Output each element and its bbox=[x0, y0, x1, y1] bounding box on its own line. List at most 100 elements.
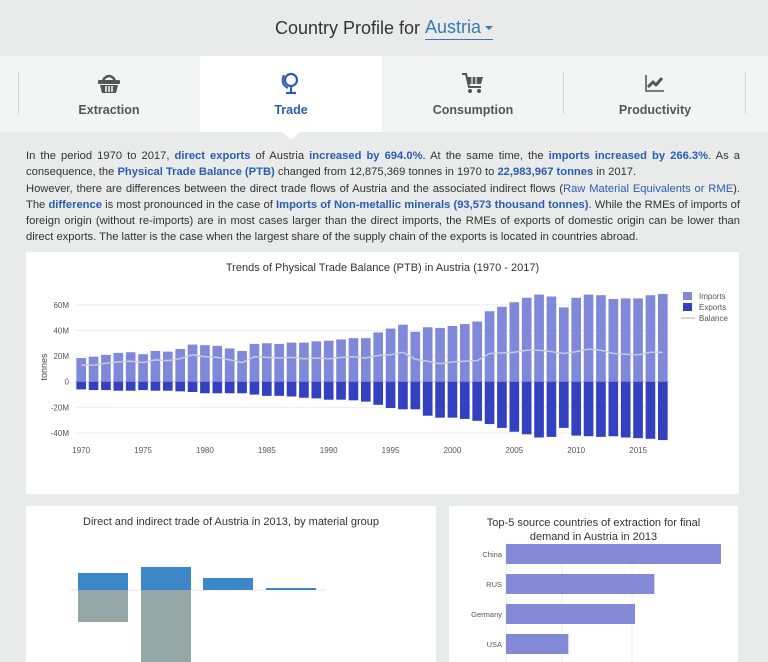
y-tick-label: -40M bbox=[51, 429, 70, 438]
tab-trade[interactable]: Trade bbox=[200, 56, 382, 132]
x-tick-label: 1985 bbox=[258, 446, 276, 455]
indirect-bar bbox=[141, 590, 191, 662]
x-tick-label: 2010 bbox=[567, 446, 585, 455]
imports-bar bbox=[360, 338, 371, 382]
imports-bar bbox=[484, 311, 495, 382]
summary-highlight: 22,983,967 tonnes bbox=[497, 166, 594, 179]
imports-bar bbox=[138, 354, 148, 382]
balance-line bbox=[81, 348, 663, 366]
imports-bar bbox=[162, 351, 173, 382]
tab-divider bbox=[18, 72, 19, 114]
imports-bar bbox=[348, 338, 359, 382]
imports-bar bbox=[583, 294, 594, 382]
exports-bar bbox=[113, 381, 124, 391]
y-tick-label: 60M bbox=[53, 301, 69, 310]
imports-bar bbox=[472, 321, 483, 382]
exports-bar bbox=[138, 381, 148, 391]
imports-bar bbox=[422, 327, 433, 382]
imports-bar bbox=[113, 352, 124, 382]
exports-bar bbox=[299, 381, 309, 398]
imports-bar bbox=[212, 345, 223, 382]
tab-divider bbox=[563, 72, 564, 114]
chart-title: Direct and indirect trade of Austria in … bbox=[83, 516, 379, 528]
material-chart-panel: Direct and indirect trade of Austria in … bbox=[26, 506, 436, 662]
x-tick-label: 1975 bbox=[134, 446, 152, 455]
imports-bar bbox=[323, 340, 334, 382]
exports-bar bbox=[150, 381, 161, 391]
source-chart-panel: Top-5 source countries of extraction for… bbox=[449, 506, 738, 662]
summary-highlight: imports increased by 266.3% bbox=[548, 150, 709, 162]
imports-bar bbox=[558, 307, 569, 382]
basket-icon bbox=[98, 74, 120, 93]
exports-bar bbox=[447, 381, 458, 418]
legend-swatch-exports bbox=[683, 303, 692, 311]
legend-swatch-imports bbox=[683, 292, 692, 300]
exports-bar bbox=[410, 381, 421, 410]
direct-bar bbox=[78, 573, 128, 590]
exports-bar bbox=[472, 381, 483, 421]
header-title: Country Profile for bbox=[274, 17, 421, 38]
summary-text: is most pronounced in the case of bbox=[101, 198, 277, 211]
summary-highlight: Imports of Non-metallic minerals (93,573… bbox=[276, 198, 589, 211]
tab-consumption[interactable]: Consumption bbox=[382, 56, 564, 132]
summary-text: ). The bbox=[26, 182, 741, 211]
page-header: Country Profile for Austria bbox=[0, 0, 768, 56]
summary-text: in 2017. bbox=[593, 166, 637, 179]
imports-bar bbox=[633, 298, 643, 382]
imports-bar bbox=[546, 296, 557, 382]
imports-bar bbox=[237, 350, 247, 382]
tab-bar: Extraction Trade Consumption Productivit… bbox=[0, 56, 768, 132]
exports-bar bbox=[88, 381, 99, 391]
imports-bar bbox=[645, 295, 656, 382]
imports-bar bbox=[521, 297, 532, 382]
imports-bar bbox=[274, 343, 285, 382]
exports-bar bbox=[435, 381, 445, 418]
tab-label: Consumption bbox=[432, 103, 514, 117]
summary-highlight: direct exports bbox=[174, 150, 251, 162]
x-tick-label: 1995 bbox=[382, 446, 400, 455]
source-chart: ChinaRUSGermanyUSAKazakhstan bbox=[471, 542, 721, 662]
source-bar bbox=[506, 604, 635, 624]
exports-bar bbox=[571, 381, 582, 436]
exports-bar bbox=[348, 381, 359, 401]
imports-bar bbox=[200, 345, 210, 382]
exports-bar bbox=[261, 381, 272, 396]
source-bar bbox=[506, 544, 721, 564]
exports-bar bbox=[657, 381, 668, 441]
chevron-down-icon bbox=[485, 25, 494, 30]
exports-bar bbox=[286, 381, 297, 397]
imports-bar bbox=[175, 349, 186, 382]
exports-bar bbox=[596, 381, 606, 437]
summary-text: . While the RMEs of imports of foreign o… bbox=[26, 198, 740, 244]
summary-highlight: difference bbox=[48, 198, 102, 211]
summary-highlight: Physical Trade Balance (PTB) bbox=[117, 166, 275, 179]
rme-link[interactable]: Raw Material Equivalents or RME bbox=[562, 182, 734, 195]
exports-bar bbox=[546, 381, 557, 437]
legend-label: Imports bbox=[699, 292, 726, 301]
x-tick-label: 1980 bbox=[196, 446, 214, 455]
material-chart bbox=[70, 567, 326, 662]
imports-bar bbox=[299, 342, 309, 382]
tab-productivity[interactable]: Productivity bbox=[564, 56, 746, 132]
country-dropdown[interactable]: Austria bbox=[425, 17, 494, 40]
imports-bar bbox=[410, 331, 421, 382]
ptb-chart: 60M 40M 20M 0 -20M -40M tonnes 1970 1975 1980 1985… bbox=[39, 292, 728, 455]
imports-bar bbox=[608, 299, 619, 382]
exports-bar bbox=[249, 381, 260, 395]
exports-bar bbox=[76, 381, 87, 390]
imports-bar bbox=[657, 293, 668, 382]
imports-bar bbox=[571, 297, 582, 382]
imports-bar bbox=[459, 324, 470, 382]
tab-extraction[interactable]: Extraction bbox=[18, 56, 200, 132]
x-tick-label: 1990 bbox=[320, 446, 338, 455]
direct-bar bbox=[203, 578, 253, 590]
x-tick-label: 2015 bbox=[629, 446, 647, 455]
exports-bar bbox=[175, 381, 186, 392]
y-tick-label: 0 bbox=[65, 378, 70, 387]
exports-bar bbox=[558, 381, 569, 428]
category-label: USA bbox=[487, 640, 502, 649]
exports-bar bbox=[224, 381, 235, 394]
category-label: China bbox=[482, 550, 502, 559]
imports-bar bbox=[398, 324, 408, 382]
indirect-bar bbox=[78, 590, 128, 622]
